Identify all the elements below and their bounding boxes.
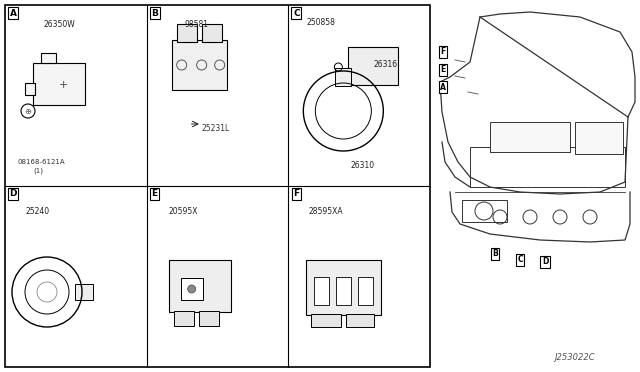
Text: B: B [151,9,158,17]
Text: 250858: 250858 [307,18,335,27]
Bar [172,40,227,90]
Text: D: D [9,189,17,199]
Bar [470,147,625,187]
Text: F: F [293,189,300,199]
Text: 26350W: 26350W [43,20,75,29]
Bar [41,53,56,63]
Bar [346,314,374,327]
Text: 20595X: 20595X [169,207,198,216]
Bar [314,277,330,305]
Text: D: D [542,257,548,266]
Text: A: A [10,9,17,17]
Bar [311,314,341,327]
Bar [337,277,351,305]
Text: E: E [152,189,157,199]
Bar [169,260,230,312]
Bar [348,47,398,85]
Text: 25231L: 25231L [202,124,230,133]
Bar [5,5,430,367]
Circle shape [188,285,196,293]
Bar [575,122,623,154]
Bar [339,70,350,80]
Bar [307,260,381,315]
Text: (1): (1) [33,167,43,173]
Text: 08168-6121A: 08168-6121A [17,159,65,165]
Bar [177,24,196,42]
Bar [25,83,35,95]
Text: 26316: 26316 [373,60,397,69]
Bar [33,63,85,105]
Bar [173,311,194,326]
Text: C: C [517,256,523,264]
Text: A: A [440,83,446,92]
Text: C: C [293,9,300,17]
Bar [75,284,93,300]
Bar [202,24,221,42]
Text: B: B [492,250,498,259]
Text: 98581: 98581 [185,20,209,29]
Text: 25240: 25240 [25,207,49,216]
Text: 26310: 26310 [350,161,374,170]
Bar [335,68,351,86]
Text: E: E [440,65,445,74]
Bar [462,200,507,222]
Bar [180,278,203,300]
Text: J253022C: J253022C [554,353,595,362]
Text: +: + [58,80,68,90]
Bar [358,277,373,305]
Text: ⊕: ⊕ [24,106,31,115]
Text: 28595XA: 28595XA [308,207,343,216]
Bar [198,311,219,326]
Text: F: F [440,48,445,57]
Bar [490,122,570,152]
